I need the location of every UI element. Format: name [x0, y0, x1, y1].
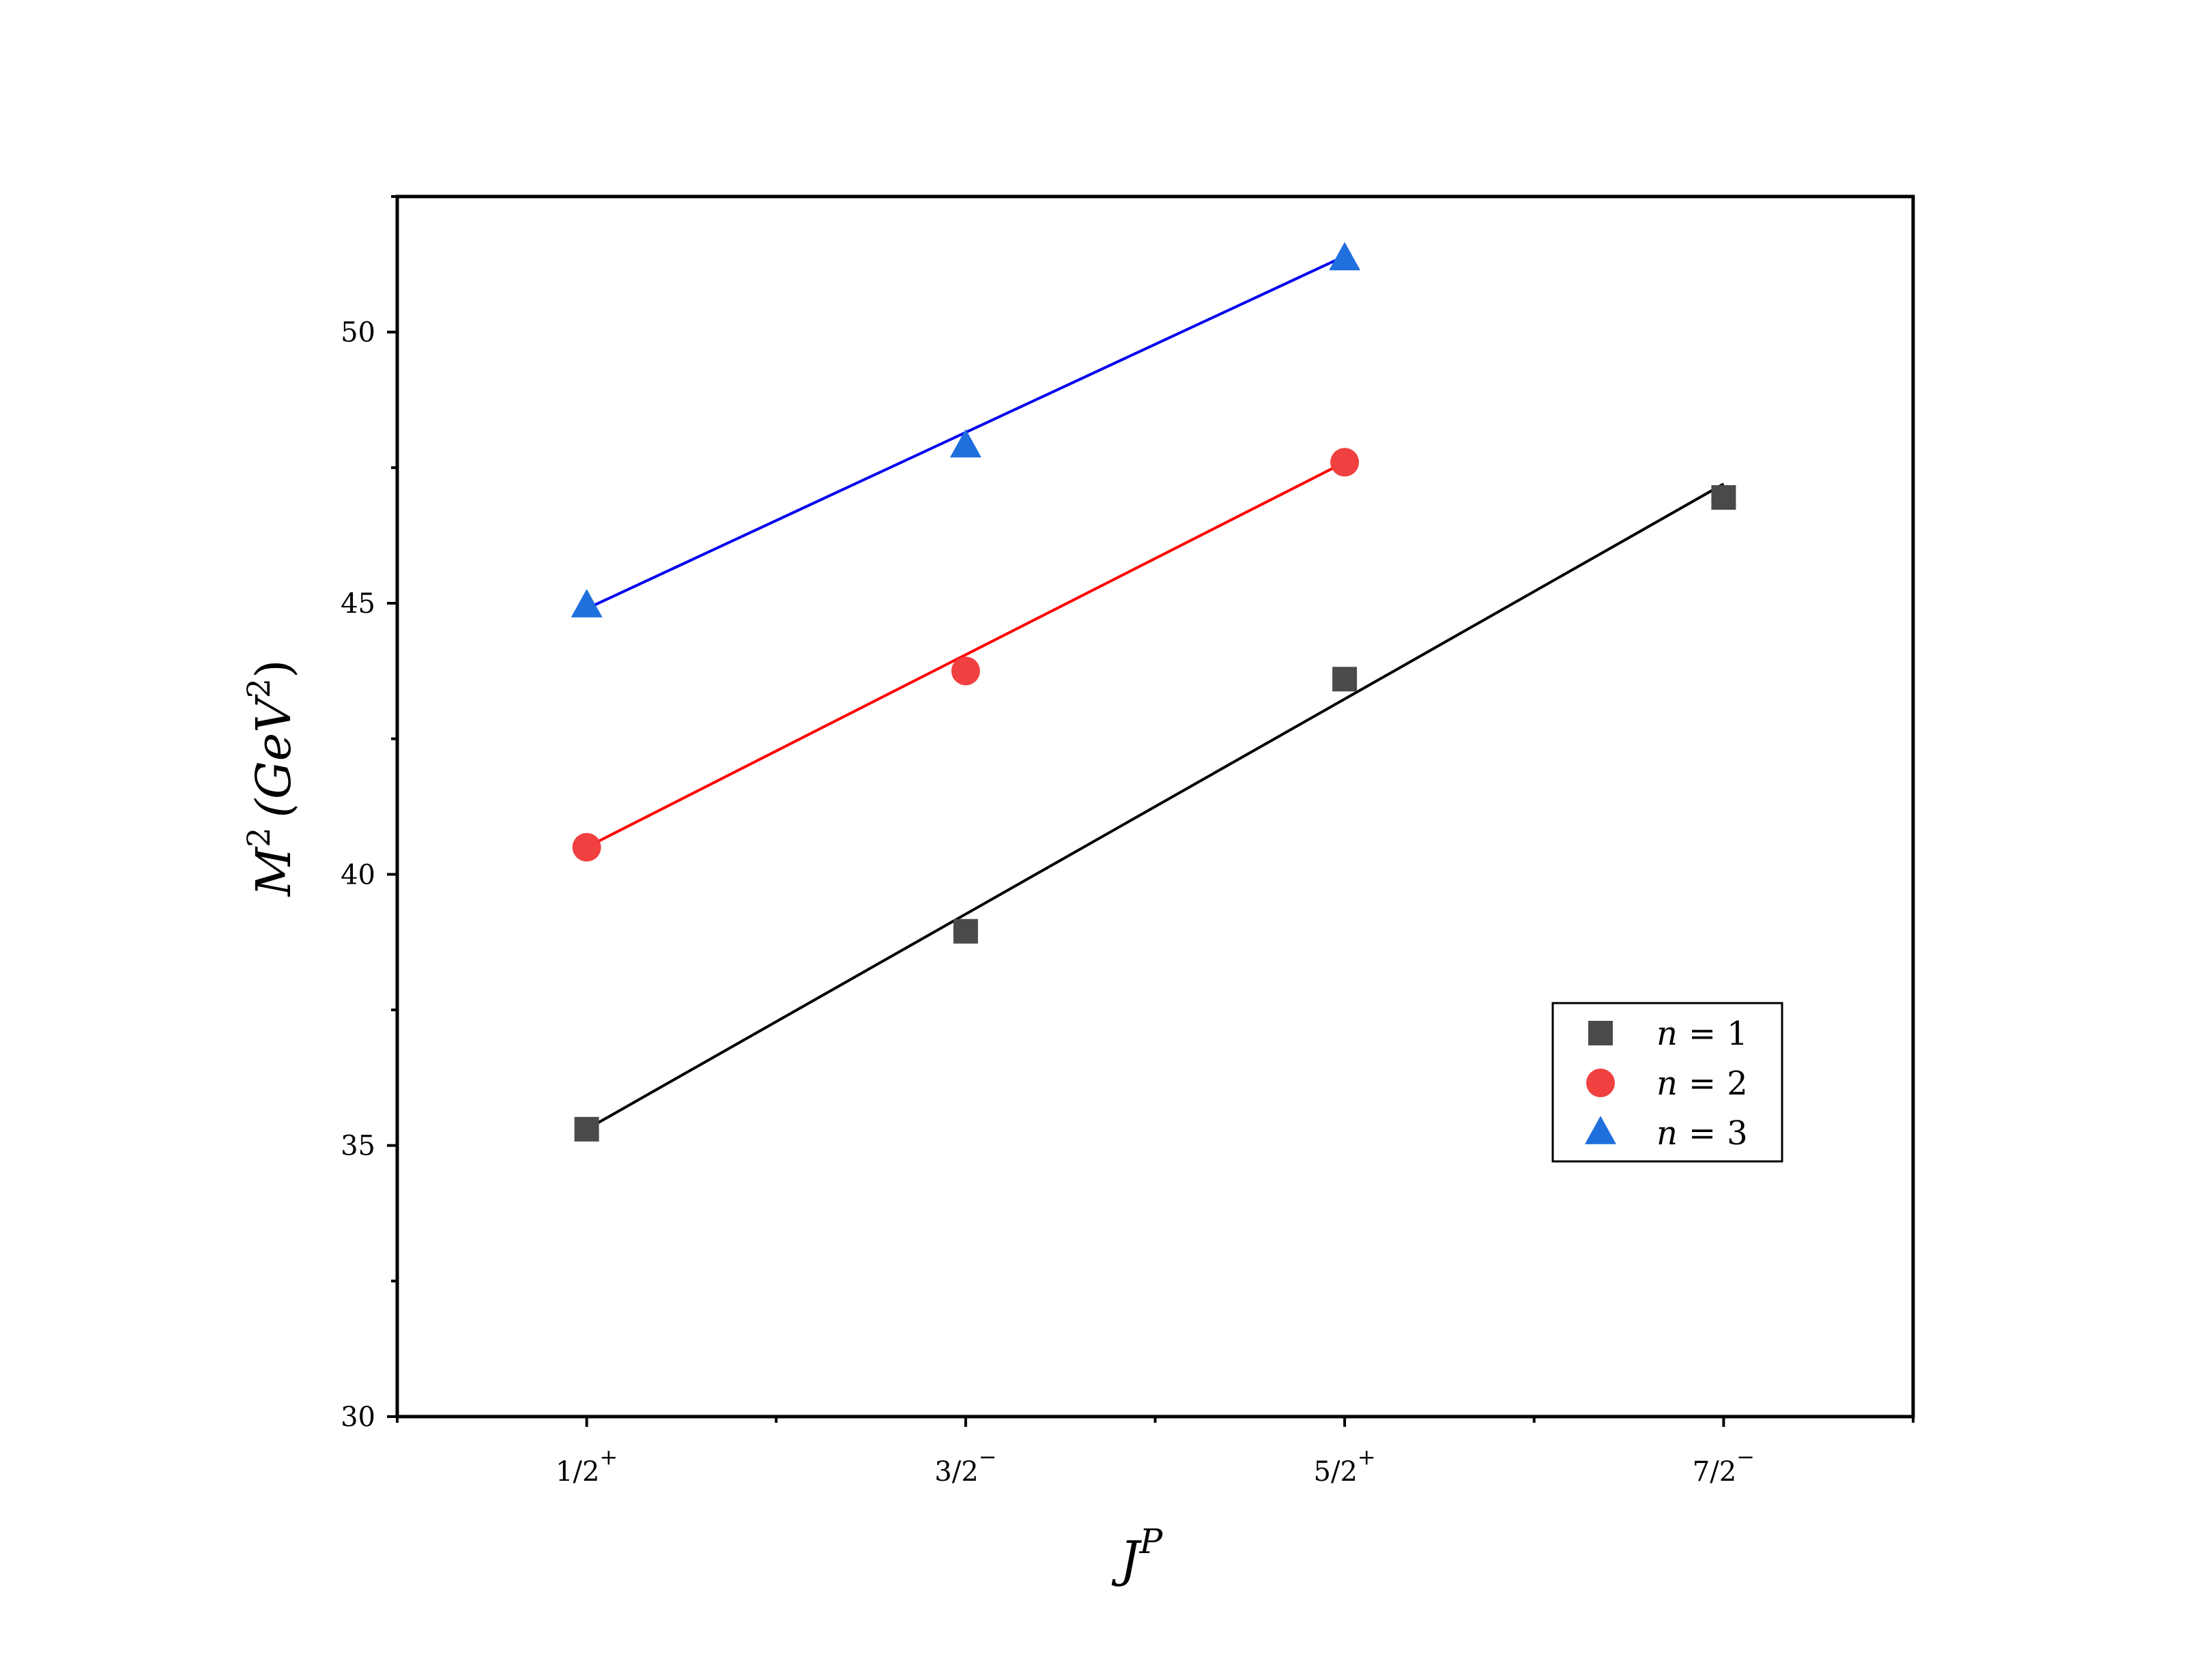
x-axis-title-sup: P — [1139, 1522, 1164, 1561]
y-axis-title-main: M — [246, 845, 302, 897]
legend-label-1: n = 1 — [1656, 1015, 1748, 1053]
data-point-series-3 — [1329, 242, 1361, 271]
legend-marker-2 — [1586, 1069, 1615, 1097]
y-axis-title-unit: (GeV — [246, 694, 302, 818]
legend-marker-1 — [1588, 1021, 1613, 1045]
data-point-series-2 — [951, 656, 980, 686]
x-tick-label: 5/2+ — [1314, 1444, 1376, 1488]
y-axis-title-sup1: 2 — [240, 827, 277, 847]
x-tick-label: 3/2− — [934, 1444, 996, 1488]
x-axis-title: JP — [1111, 1522, 1164, 1588]
y-tick-label: 50 — [341, 317, 375, 349]
fit-lines — [586, 255, 1725, 1131]
data-point-series-2 — [572, 832, 601, 862]
data-point-series-1 — [1711, 485, 1736, 510]
legend: n = 1 n = 2 n = 3 — [1551, 1002, 1783, 1163]
y-tick-label: 35 — [341, 1131, 375, 1162]
y-tick-label: 45 — [341, 588, 375, 620]
fit-line-series-2 — [586, 461, 1346, 849]
data-point-series-1 — [574, 1116, 599, 1142]
data-markers — [571, 242, 1736, 1142]
legend-marker-3 — [1585, 1116, 1616, 1144]
legend-label-3: n = 3 — [1656, 1114, 1748, 1153]
data-point-series-2 — [1330, 448, 1360, 477]
y-axis-title-close: ) — [246, 660, 302, 678]
axes: 30 35 40 45 50 1/2+ 3/2− 5/2+ 7/2− — [341, 195, 1914, 1488]
x-tick-label: 1/2+ — [556, 1444, 618, 1488]
data-point-series-3 — [949, 429, 981, 458]
data-point-series-3 — [571, 589, 603, 618]
x-axis-title-base: J — [1111, 1531, 1143, 1588]
fit-line-series-1 — [586, 482, 1725, 1131]
y-tick-label: 30 — [341, 1402, 375, 1433]
x-tick-label: 7/2− — [1693, 1444, 1755, 1488]
y-axis-title-sup2: 2 — [240, 678, 277, 698]
legend-label-2: n = 2 — [1656, 1065, 1748, 1103]
data-point-series-1 — [953, 918, 978, 944]
y-tick-label: 40 — [341, 859, 375, 890]
y-axis-title: M2(GeV2) — [240, 660, 302, 898]
data-point-series-1 — [1332, 667, 1358, 692]
